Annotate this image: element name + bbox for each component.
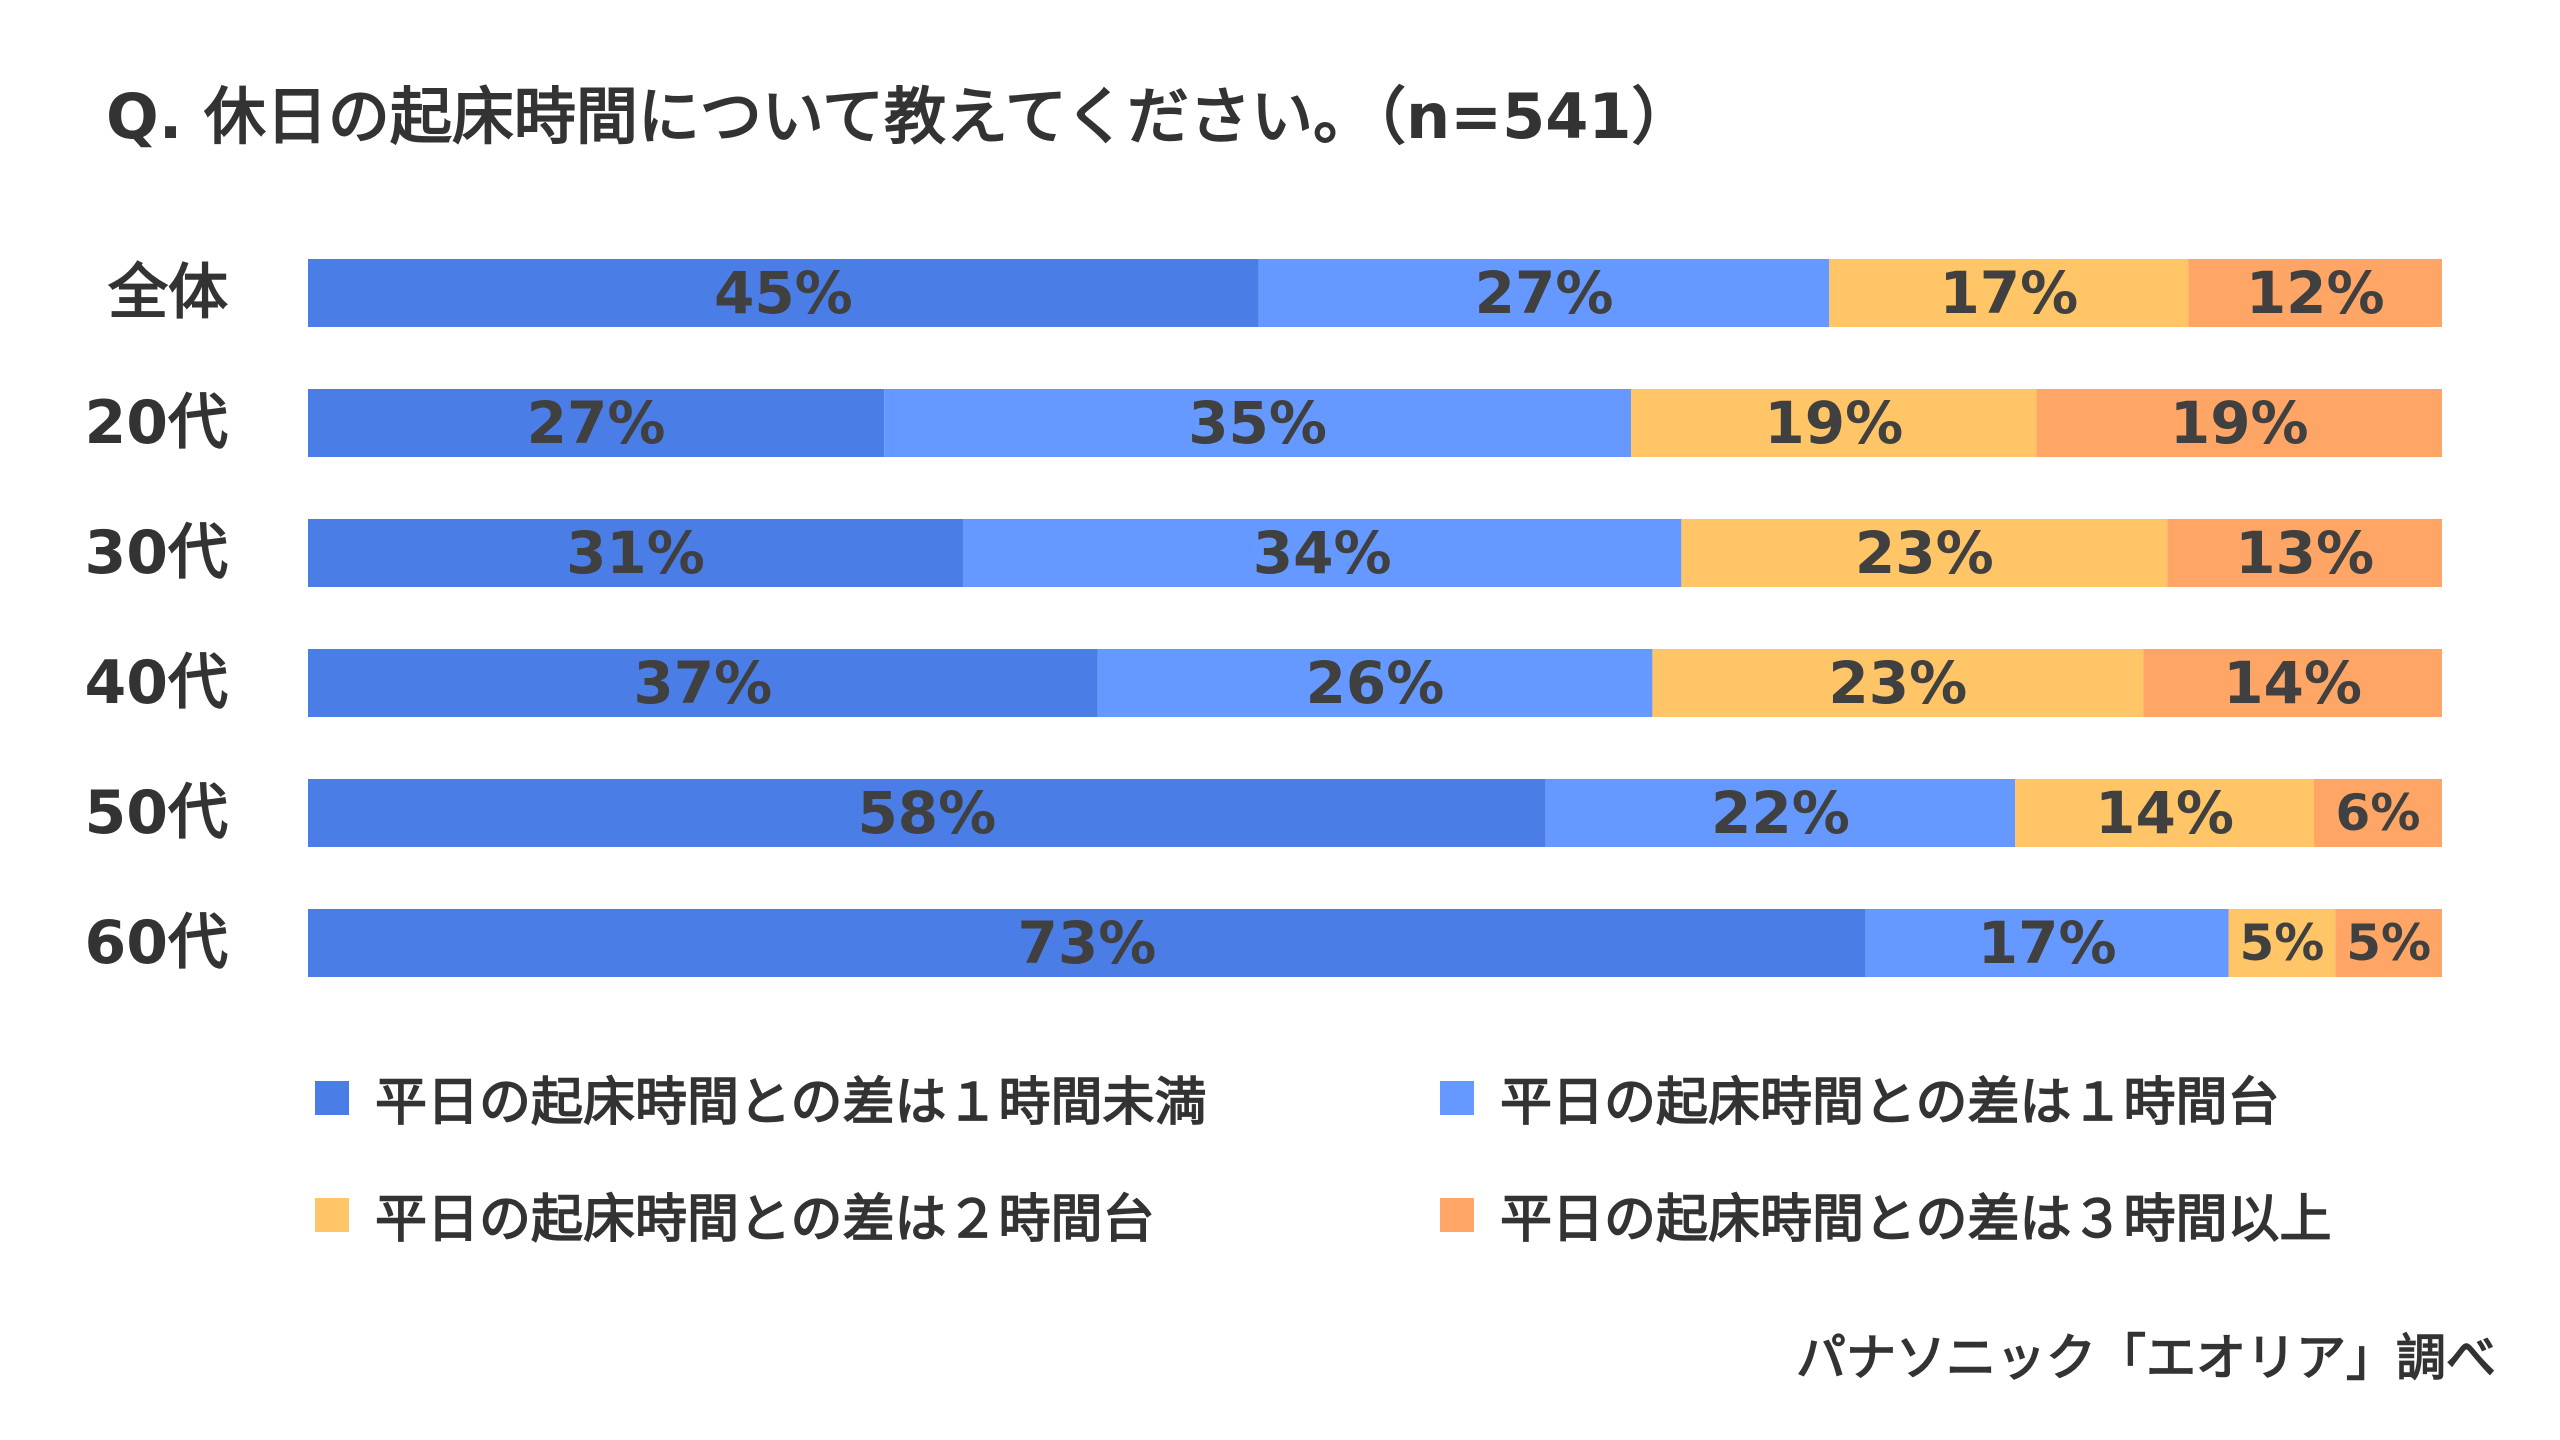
bar-segment <box>962 519 1682 587</box>
data-label: 34% <box>1253 519 1392 587</box>
legend-item-series-4: 平日の起床時間との差は３時間以上 <box>1440 1177 2465 1252</box>
legend-swatch-series-4 <box>1440 1197 1474 1232</box>
legend-item-series-2: 平日の起床時間との差は１時間台 <box>1440 1060 2465 1135</box>
category-label: 50代 <box>85 778 229 848</box>
bar-segment <box>1681 519 2168 587</box>
bar-segment <box>1258 259 1830 327</box>
legend-label-series-3: 平日の起床時間との差は２時間台 <box>375 1190 1155 1250</box>
data-label: 73% <box>1017 909 1156 977</box>
chart-legend: 平日の起床時間との差は１時間未満 平日の起床時間との差は１時間台 平日の起床時間… <box>315 1060 2465 1252</box>
data-label: 17% <box>1939 259 2078 327</box>
data-label: 26% <box>1306 649 1445 717</box>
legend-label-series-2: 平日の起床時間との差は１時間台 <box>1500 1073 2280 1133</box>
data-label: 5% <box>2346 914 2431 972</box>
bar-segment <box>1652 649 2144 717</box>
bar-segment <box>1829 259 2189 327</box>
bar-segment <box>1545 779 2016 847</box>
data-label: 19% <box>1764 389 1903 457</box>
bar-segment <box>1097 649 1653 717</box>
bar-segment <box>2228 909 2336 977</box>
data-label: 58% <box>857 779 996 847</box>
data-label: 23% <box>1828 649 1967 717</box>
data-label: 6% <box>2336 784 2421 842</box>
data-label: 13% <box>2235 519 2374 587</box>
legend-item-series-3: 平日の起床時間との差は２時間台 <box>315 1177 1440 1252</box>
data-label: 14% <box>2223 649 2362 717</box>
legend-swatch-series-3 <box>315 1197 349 1232</box>
bar-segment <box>884 389 1632 457</box>
bar-segment <box>2313 779 2442 847</box>
chart-title: Q. 休日の起床時間について教えてください。（n=541） <box>106 80 1694 153</box>
bar-segment <box>2335 909 2442 977</box>
data-label: 27% <box>527 389 666 457</box>
legend-item-series-1: 平日の起床時間との差は１時間未満 <box>315 1060 1440 1135</box>
category-label: 40代 <box>85 648 229 718</box>
bar-segment <box>308 259 1259 327</box>
data-label: 19% <box>2170 389 2309 457</box>
data-label: 17% <box>1978 909 2117 977</box>
bar-segment <box>2015 779 2314 847</box>
data-label: 31% <box>566 519 705 587</box>
legend-label-series-4: 平日の起床時間との差は３時間以上 <box>1500 1190 2332 1250</box>
category-label: 20代 <box>85 388 229 458</box>
legend-swatch-series-1 <box>315 1080 349 1115</box>
bar-segment <box>2188 259 2442 327</box>
bar-segment <box>308 649 1098 717</box>
category-label: 全体 <box>107 258 228 328</box>
data-label: 12% <box>2246 259 2385 327</box>
data-label: 23% <box>1855 519 1994 587</box>
bar-segment <box>308 519 963 587</box>
legend-swatch-series-2 <box>1440 1080 1474 1115</box>
data-label: 27% <box>1475 259 1614 327</box>
bar-segment <box>1631 389 2037 457</box>
category-label: 30代 <box>85 518 229 588</box>
data-label: 14% <box>2095 779 2234 847</box>
bar-segment <box>308 909 1866 977</box>
data-label: 5% <box>2240 914 2325 972</box>
bar-segment <box>308 779 1546 847</box>
bar-segment <box>2143 649 2442 717</box>
bar-segment <box>2167 519 2442 587</box>
legend-label-series-1: 平日の起床時間との差は１時間未満 <box>375 1073 1207 1133</box>
bar-segment <box>2036 389 2442 457</box>
bar-segment <box>1865 909 2229 977</box>
source-credit: パナソニック「エオリア」調べ <box>1796 1329 2496 1387</box>
bar-segment <box>308 389 885 457</box>
data-label: 45% <box>714 259 853 327</box>
data-label: 37% <box>633 649 772 717</box>
category-label: 60代 <box>85 908 229 978</box>
data-label: 35% <box>1188 389 1327 457</box>
data-label: 22% <box>1711 779 1850 847</box>
